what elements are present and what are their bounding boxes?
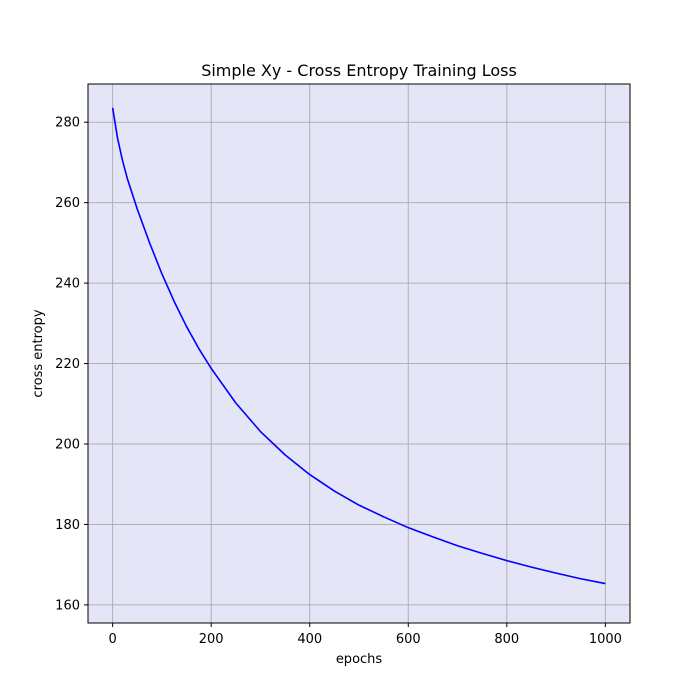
x-tick-label: 600 <box>396 632 421 647</box>
plot-area <box>88 84 630 623</box>
x-tick-label: 400 <box>297 632 322 647</box>
x-tick-label: 1000 <box>589 632 622 647</box>
x-axis: 0 200 400 600 800 1000 <box>108 623 622 647</box>
series-layer <box>111 107 606 585</box>
y-tick-label: 180 <box>55 518 80 533</box>
loss-line <box>111 107 606 585</box>
y-tick-label: 220 <box>55 357 80 372</box>
plot-frame <box>87 83 631 624</box>
chart-title: Simple Xy - Cross Entropy Training Loss <box>201 61 517 80</box>
x-axis-label: epochs <box>336 652 383 667</box>
grid-lines <box>88 84 630 623</box>
y-tick-label: 240 <box>55 277 80 292</box>
y-tick-label: 200 <box>55 438 80 453</box>
x-tick-label: 800 <box>494 632 519 647</box>
y-tick-label: 260 <box>55 196 80 211</box>
y-tick-label: 280 <box>55 116 80 131</box>
y-axis: 160 180 200 220 240 260 280 <box>55 116 88 613</box>
y-axis-label: cross entropy <box>31 309 46 397</box>
x-tick-label: 0 <box>108 632 116 647</box>
x-tick-label: 200 <box>199 632 224 647</box>
y-tick-label: 160 <box>55 598 80 613</box>
